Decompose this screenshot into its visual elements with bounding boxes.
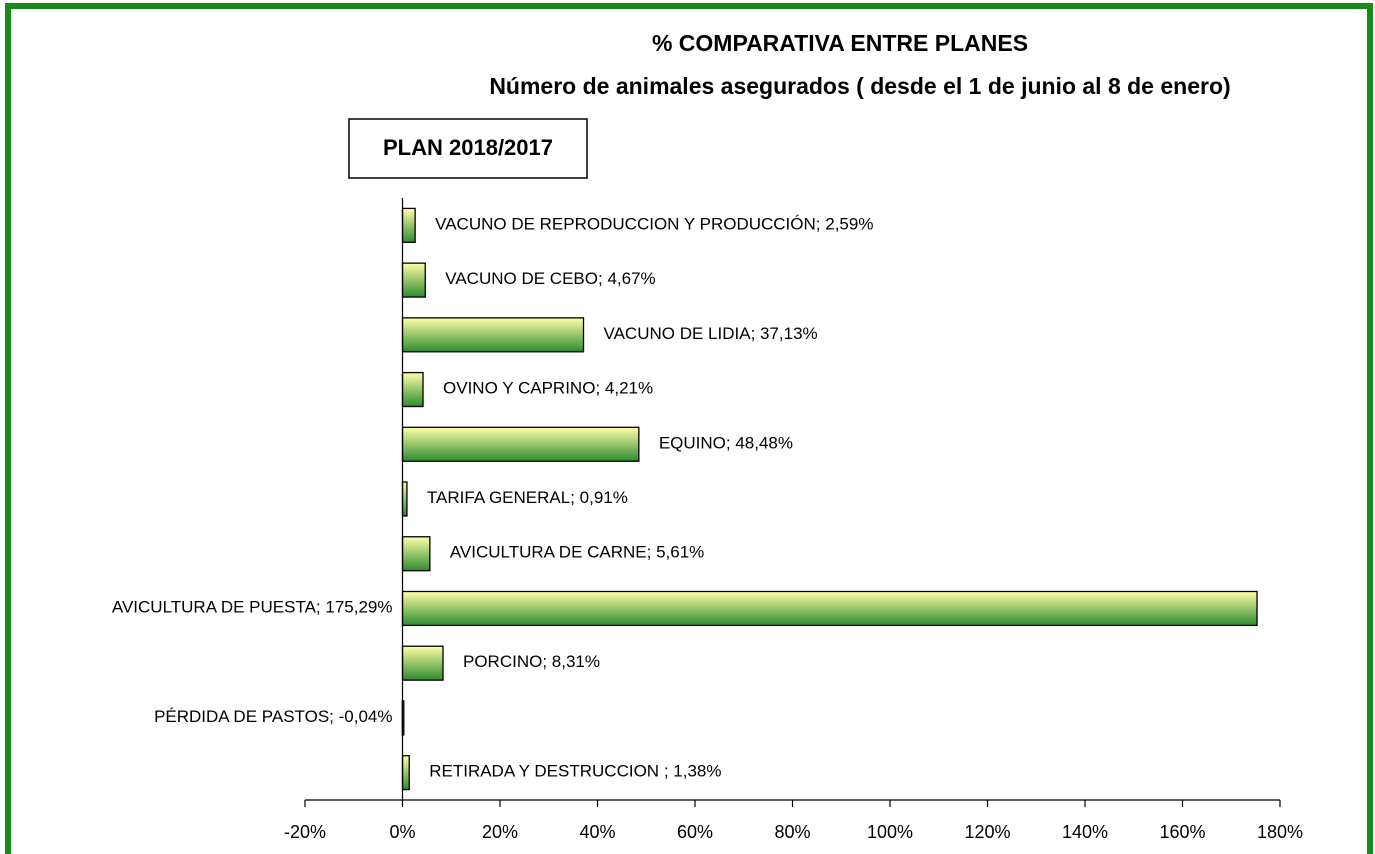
bar — [401, 426, 640, 462]
category-label: AVICULTURA DE PUESTA — [112, 598, 317, 617]
data-label: RETIRADA Y DESTRUCCION ; 1,38% — [429, 762, 721, 781]
x-tick-label: 160% — [1159, 822, 1205, 842]
value-label: -0,04% — [339, 707, 393, 726]
x-tick-label: 60% — [677, 822, 713, 842]
category-label: OVINO Y CAPRINO — [443, 379, 595, 398]
value-label: 8,31% — [552, 653, 600, 672]
data-label: VACUNO DE LIDIA; 37,13% — [604, 324, 818, 343]
data-label: VACUNO DE CEBO; 4,67% — [445, 270, 655, 289]
x-tick-label: 0% — [389, 822, 415, 842]
data-label: AVICULTURA DE CARNE; 5,61% — [450, 543, 704, 562]
label-separator: ; — [647, 543, 656, 562]
value-label: 48,48% — [735, 434, 793, 453]
bar — [401, 317, 585, 353]
label-separator: ; — [316, 598, 325, 617]
bar — [401, 262, 426, 298]
category-label: AVICULTURA DE CARNE — [450, 543, 647, 562]
x-tick-label: 140% — [1062, 822, 1108, 842]
category-label: TARIFA GENERAL — [427, 488, 570, 507]
x-tick-label: 120% — [964, 822, 1010, 842]
label-separator: ; — [598, 270, 607, 289]
x-tick-label: 20% — [482, 822, 518, 842]
value-label: 37,13% — [760, 324, 818, 343]
label-separator: ; — [595, 379, 604, 398]
chart-subtitle: Número de animales asegurados ( desde el… — [489, 73, 1230, 99]
category-label: RETIRADA Y DESTRUCCION — [429, 762, 664, 781]
label-separator: ; — [751, 324, 760, 343]
value-label: 0,91% — [580, 488, 628, 507]
category-label: PORCINO — [463, 653, 542, 672]
category-label: VACUNO DE CEBO — [445, 270, 598, 289]
bar — [401, 371, 424, 408]
value-label: 175,29% — [325, 598, 392, 617]
data-label: TARIFA GENERAL; 0,91% — [427, 488, 628, 507]
value-label: 2,59% — [825, 215, 873, 234]
x-tick-label: 40% — [579, 822, 615, 842]
bar — [401, 481, 408, 517]
category-label: VACUNO DE LIDIA — [604, 324, 752, 343]
category-label: VACUNO DE REPRODUCCION Y PRODUCCIÓN — [435, 215, 816, 234]
value-label: 5,61% — [656, 543, 704, 562]
x-tick-label: 180% — [1257, 822, 1303, 842]
data-label: AVICULTURA DE PUESTA; 175,29% — [112, 598, 393, 617]
bar — [401, 536, 431, 572]
data-label: EQUINO; 48,48% — [659, 434, 793, 453]
bar — [401, 645, 444, 681]
data-label: VACUNO DE REPRODUCCION Y PRODUCCIÓN; 2,5… — [435, 215, 873, 234]
label-separator: ; — [664, 762, 673, 781]
label-separator: ; — [726, 434, 735, 453]
frame — [5, 3, 1373, 854]
data-label: OVINO Y CAPRINO; 4,21% — [443, 379, 653, 398]
data-label: PÉRDIDA DE PASTOS; -0,04% — [154, 707, 392, 726]
label-separator: ; — [542, 653, 551, 672]
x-tick-label: 80% — [774, 822, 810, 842]
chart-title: % COMPARATIVA ENTRE PLANES — [652, 30, 1028, 56]
x-tick-label: 100% — [867, 822, 913, 842]
data-label: PORCINO; 8,31% — [463, 653, 600, 672]
x-tick-label: -20% — [284, 822, 326, 842]
bar — [401, 207, 416, 243]
value-label: 4,21% — [605, 379, 653, 398]
category-label: PÉRDIDA DE PASTOS — [154, 707, 329, 726]
bar — [401, 755, 410, 791]
annotation: PLAN 2018/2017 — [383, 135, 553, 160]
label-separator: ; — [329, 707, 338, 726]
annotation-box — [348, 118, 588, 179]
category-label: EQUINO — [659, 434, 726, 453]
bar — [401, 590, 1258, 627]
value-label: 1,38% — [673, 762, 721, 781]
label-separator: ; — [816, 215, 825, 234]
value-label: 4,67% — [607, 270, 655, 289]
label-separator: ; — [570, 488, 579, 507]
